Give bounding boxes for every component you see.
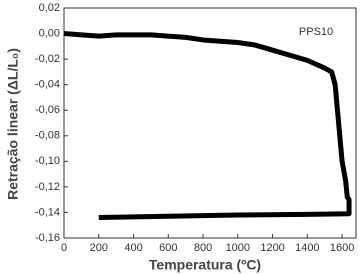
y-tick-label: -0,06	[35, 104, 60, 116]
y-tick-label: -0,16	[35, 232, 60, 244]
y-tick-label: -0,02	[35, 53, 60, 65]
data-line	[63, 31, 352, 221]
x-tick-label: 1600	[330, 242, 354, 254]
y-axis-label: Retração linear (ΔL/L₀)	[5, 48, 21, 200]
x-tick-label: 400	[124, 242, 142, 254]
y-tick-label: 0,02	[39, 2, 60, 14]
y-tick-label: -0,04	[35, 79, 60, 91]
y-tick-label: -0,10	[35, 155, 60, 167]
x-tick-label: 1000	[226, 242, 250, 254]
x-tick-label: 200	[90, 242, 108, 254]
plot-frame	[63, 7, 357, 239]
y-tick-label: -0,08	[35, 130, 60, 142]
y-tick-label: -0,14	[35, 206, 60, 218]
x-tick-label: 600	[159, 242, 177, 254]
x-axis-label: Temperatura (ºC)	[149, 257, 261, 273]
annotation: PPS10	[299, 26, 333, 38]
x-tick-label: 1400	[295, 242, 319, 254]
y-tick-label: -0,12	[35, 181, 60, 193]
x-tick-label: 800	[194, 242, 212, 254]
x-tick-label: 1200	[260, 242, 284, 254]
y-tick-label: 0,00	[39, 27, 60, 39]
x-tick-label: 0	[61, 242, 67, 254]
